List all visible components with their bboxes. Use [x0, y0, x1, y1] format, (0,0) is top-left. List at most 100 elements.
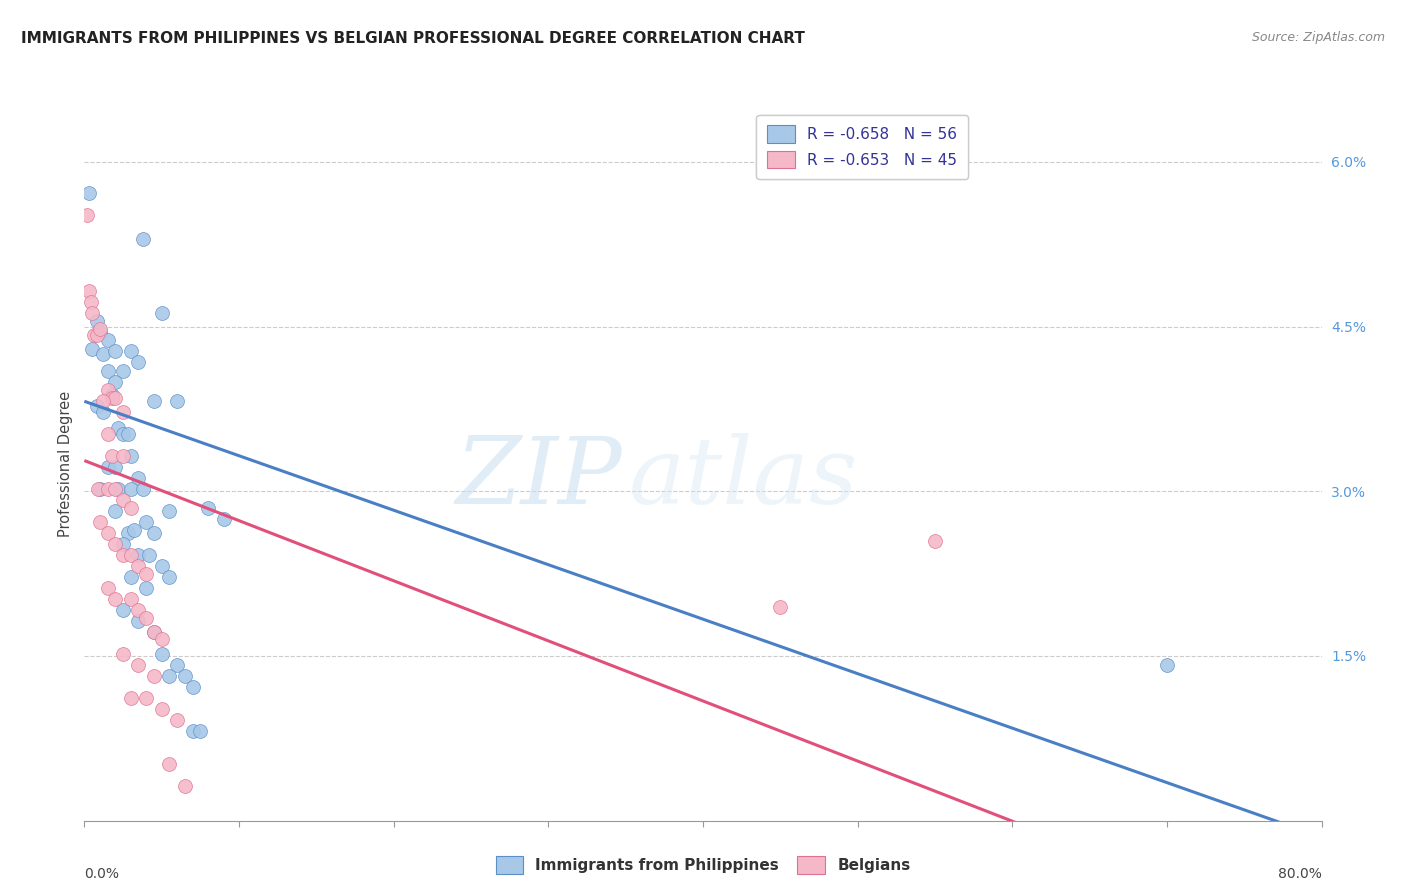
Point: [174, 669, 197, 683]
Point: [128, 657, 150, 672]
Point: [112, 493, 135, 508]
Point: [104, 375, 127, 389]
Point: [197, 500, 219, 515]
Point: [104, 537, 127, 551]
Point: [82, 306, 104, 320]
Point: [77, 186, 100, 200]
Point: [117, 526, 139, 541]
Point: [89, 322, 111, 336]
Point: [82, 342, 104, 356]
Point: [128, 603, 150, 617]
Point: [112, 427, 135, 442]
Point: [91, 394, 114, 409]
Point: [112, 647, 135, 661]
Point: [97, 384, 120, 398]
Legend: R = -0.658   N = 56, R = -0.653   N = 45: R = -0.658 N = 56, R = -0.653 N = 45: [756, 115, 967, 179]
Point: [97, 460, 120, 475]
Point: [181, 680, 204, 694]
Point: [120, 500, 142, 515]
Legend: Immigrants from Philippines, Belgians: Immigrants from Philippines, Belgians: [489, 850, 917, 880]
Point: [87, 482, 110, 496]
Point: [143, 624, 166, 639]
Text: Source: ZipAtlas.com: Source: ZipAtlas.com: [1251, 31, 1385, 45]
Point: [150, 306, 173, 320]
Point: [112, 449, 135, 463]
Point: [107, 482, 129, 496]
Point: [86, 314, 108, 328]
Point: [143, 526, 166, 541]
Point: [112, 537, 135, 551]
Point: [89, 515, 111, 529]
Point: [143, 669, 166, 683]
Point: [122, 523, 145, 537]
Text: ZIP: ZIP: [456, 434, 623, 523]
Point: [97, 333, 120, 347]
Text: 80.0%: 80.0%: [1278, 867, 1322, 880]
Point: [150, 701, 173, 715]
Text: 0.0%: 0.0%: [84, 867, 120, 880]
Point: [1156, 657, 1178, 672]
Point: [159, 504, 181, 518]
Point: [76, 208, 98, 222]
Point: [104, 504, 127, 518]
Point: [112, 405, 135, 419]
Point: [128, 548, 150, 562]
Point: [97, 482, 120, 496]
Point: [120, 482, 142, 496]
Point: [135, 566, 157, 581]
Point: [91, 347, 114, 361]
Point: [150, 558, 173, 573]
Point: [143, 624, 166, 639]
Text: atlas: atlas: [628, 434, 858, 523]
Point: [107, 420, 129, 434]
Point: [117, 427, 139, 442]
Point: [159, 756, 181, 771]
Point: [135, 690, 157, 705]
Point: [174, 779, 197, 793]
Point: [128, 614, 150, 628]
Point: [120, 690, 142, 705]
Point: [97, 427, 120, 442]
Point: [101, 449, 124, 463]
Point: [132, 232, 155, 246]
Point: [181, 723, 204, 738]
Point: [104, 391, 127, 405]
Point: [135, 515, 157, 529]
Point: [104, 482, 127, 496]
Point: [166, 657, 188, 672]
Text: IMMIGRANTS FROM PHILIPPINES VS BELGIAN PROFESSIONAL DEGREE CORRELATION CHART: IMMIGRANTS FROM PHILIPPINES VS BELGIAN P…: [21, 31, 806, 46]
Point: [86, 328, 108, 343]
Point: [159, 570, 181, 584]
Point: [138, 548, 160, 562]
Point: [104, 591, 127, 606]
Point: [89, 482, 111, 496]
Point: [97, 526, 120, 541]
Y-axis label: Professional Degree: Professional Degree: [58, 391, 73, 537]
Point: [112, 363, 135, 377]
Point: [120, 343, 142, 358]
Point: [159, 669, 181, 683]
Point: [112, 548, 135, 562]
Point: [83, 328, 105, 343]
Point: [188, 723, 212, 738]
Point: [97, 363, 120, 377]
Point: [166, 394, 188, 409]
Point: [86, 399, 108, 413]
Point: [120, 570, 142, 584]
Point: [120, 449, 142, 463]
Point: [79, 295, 101, 310]
Point: [135, 610, 157, 624]
Point: [104, 460, 127, 475]
Point: [150, 647, 173, 661]
Point: [104, 343, 127, 358]
Point: [924, 533, 946, 548]
Point: [128, 355, 150, 369]
Point: [89, 325, 111, 339]
Point: [101, 391, 124, 405]
Point: [212, 512, 235, 526]
Point: [128, 558, 150, 573]
Point: [120, 591, 142, 606]
Point: [97, 581, 120, 595]
Point: [132, 482, 155, 496]
Point: [128, 471, 150, 485]
